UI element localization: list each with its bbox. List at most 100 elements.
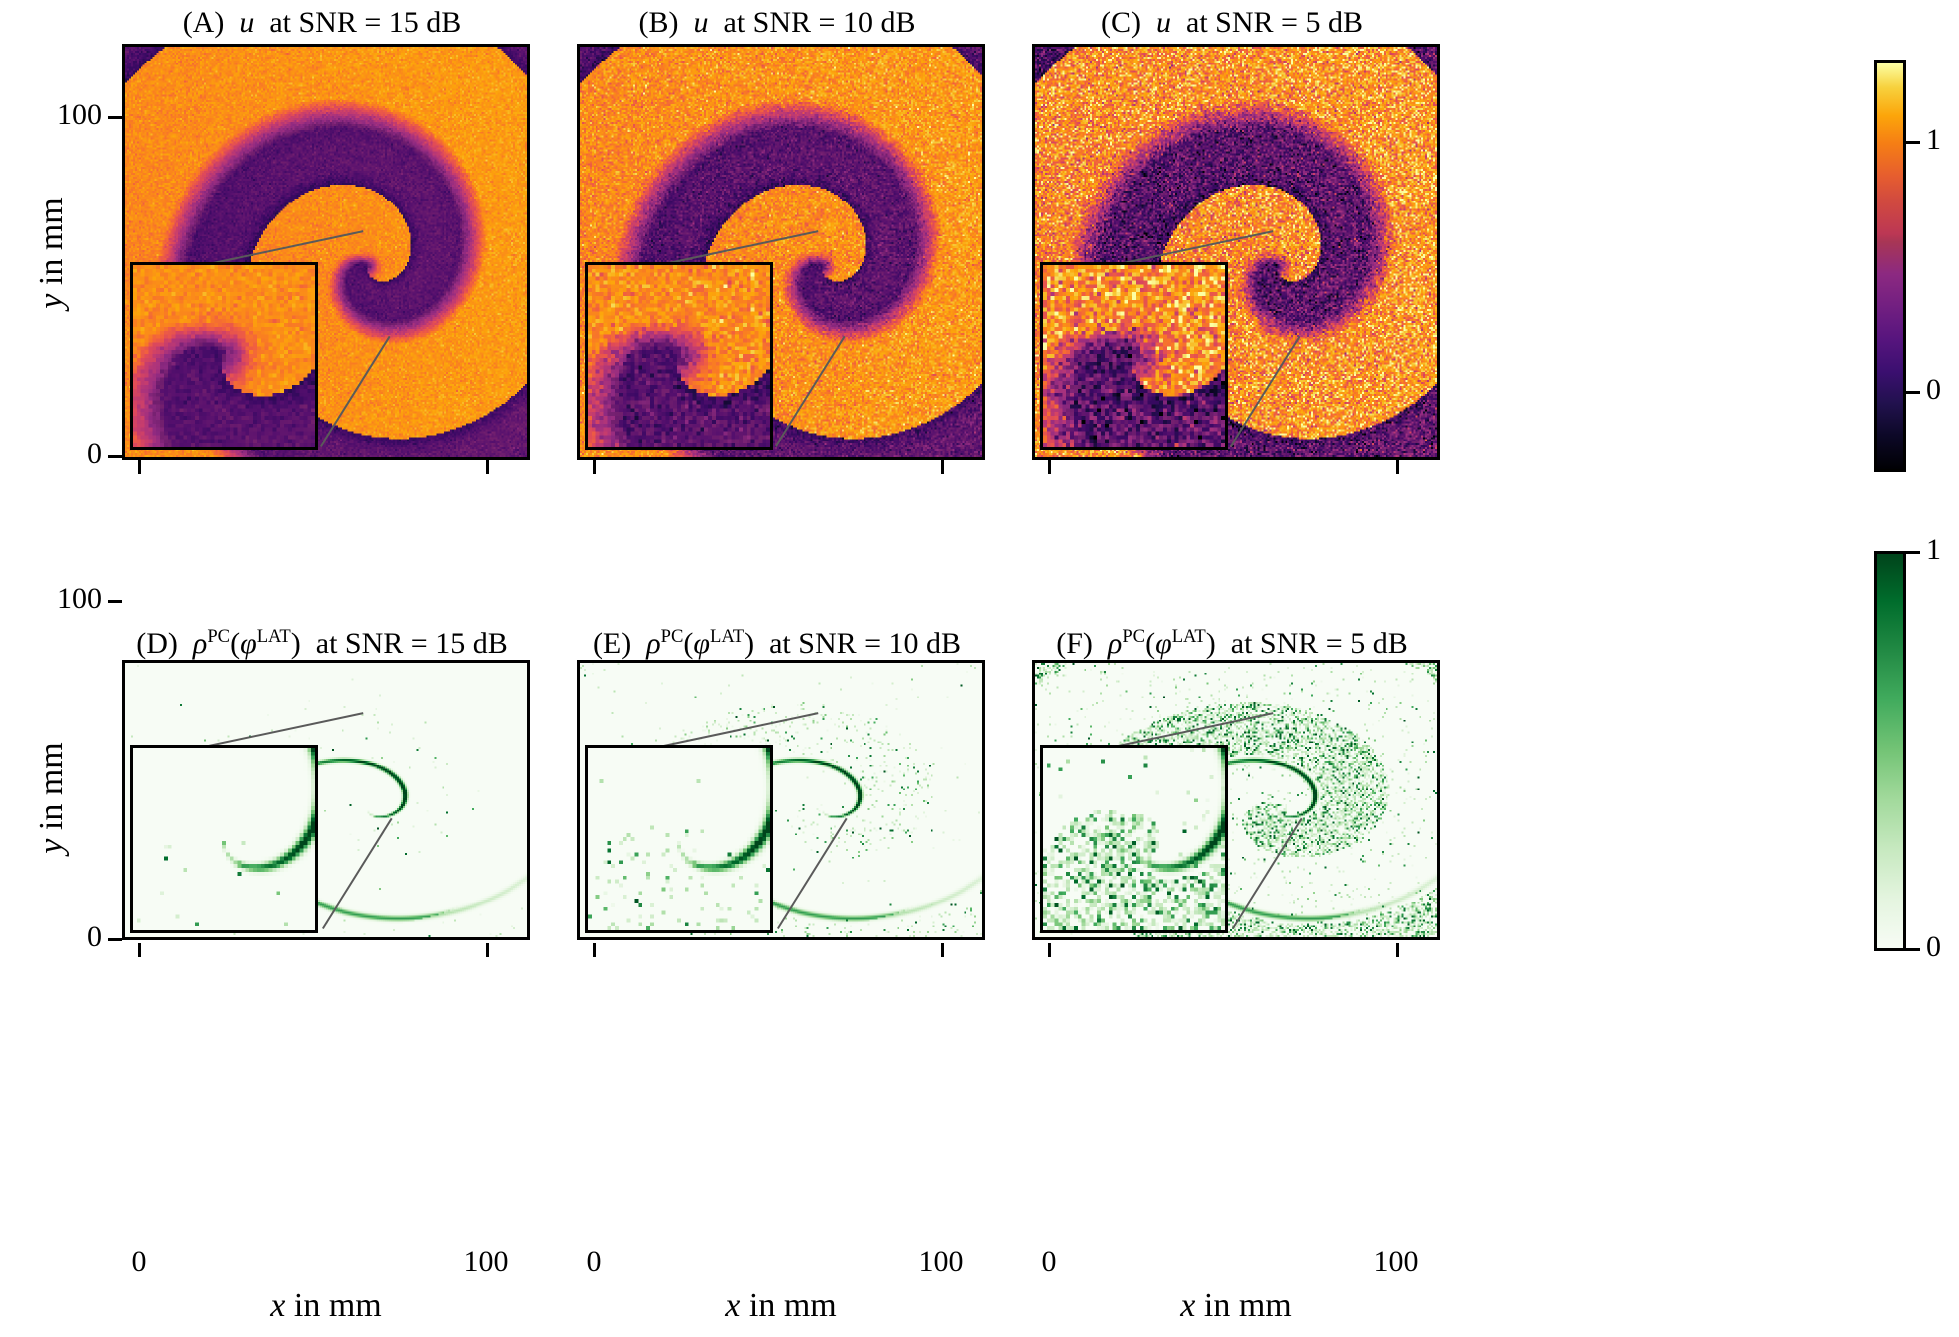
inset-heatmap-B xyxy=(588,265,770,447)
xtick-mark-bot-F-100 xyxy=(1396,943,1399,957)
xtick-mark-top-B-100 xyxy=(941,460,944,474)
panel-title-F: (F) ρPC(φLAT) at SNR = 5 dB xyxy=(1010,620,1454,661)
ytick-label-bot-100: 100 xyxy=(57,582,102,615)
inset-D[interactable] xyxy=(130,745,318,933)
xtick-label-D-0: 0 xyxy=(131,1245,147,1278)
x-axis-var-D: x xyxy=(270,1287,286,1324)
inset-E[interactable] xyxy=(585,745,773,933)
y-axis-rest-top: in mm xyxy=(33,197,70,294)
xtick-mark-bot-D-100 xyxy=(486,943,489,957)
panel-title-C: (C) u at SNR = 5 dB xyxy=(1030,6,1434,40)
xtick-mark-top-A-0 xyxy=(138,460,141,474)
panel-tag-A: (A) xyxy=(182,6,225,39)
panel-connector-E: at SNR = xyxy=(769,627,882,660)
xtick-mark-top-A-100 xyxy=(486,460,489,474)
xtick-mark-top-C-0 xyxy=(1048,460,1051,474)
colorbar-bottom[interactable] xyxy=(1874,551,1906,951)
xtick-mark-bot-F-0 xyxy=(1048,943,1051,957)
xtick-label-E-0: 0 xyxy=(586,1245,602,1278)
y-axis-rest-bot: in mm xyxy=(33,742,70,839)
colorbar-top-label-0: 0 xyxy=(1926,373,1941,406)
colorbar-bottom-tick-1 xyxy=(1906,551,1920,554)
ytick-label-top-100: 100 xyxy=(57,98,102,131)
panel-connector-B: at SNR = xyxy=(723,6,836,39)
x-axis-var-F: x xyxy=(1180,1287,1196,1324)
xtick-label-D-100: 100 xyxy=(463,1245,509,1278)
inset-heatmap-A xyxy=(133,265,315,447)
xtick-mark-bot-E-0 xyxy=(593,943,596,957)
x-axis-label-E: x in mm xyxy=(681,1288,881,1324)
panel-quantity-F: ρPC(φLAT) xyxy=(1107,626,1224,660)
panel-title-E: (E) ρPC(φLAT) at SNR = 10 dB xyxy=(555,620,999,661)
panel-snr-C: 5 xyxy=(1305,6,1321,39)
panel-snr-unit-A: dB xyxy=(426,6,462,39)
panel-tag-F: (F) xyxy=(1056,627,1093,660)
panel-connector-D: at SNR = xyxy=(315,627,428,660)
xtick-mark-bot-D-0 xyxy=(138,943,141,957)
panel-quantity-D: ρPC(φLAT) xyxy=(192,626,309,660)
panel-snr-unit-C: dB xyxy=(1327,6,1363,39)
panel-quantity-B: u xyxy=(686,6,717,39)
panel-quantity-A: u xyxy=(231,6,262,39)
panel-snr-F: 5 xyxy=(1350,627,1366,660)
ytick-label-top-0: 0 xyxy=(87,437,102,470)
inset-A[interactable] xyxy=(130,262,318,450)
panel-snr-E: 10 xyxy=(888,627,919,660)
ytick-mark-bot-100 xyxy=(108,600,122,603)
y-axis-var-bot: y xyxy=(33,838,70,854)
panel-snr-unit-E: dB xyxy=(926,627,962,660)
colorbar-top-tick-1 xyxy=(1906,141,1920,144)
ytick-mark-top-100 xyxy=(108,116,122,119)
panel-tag-C: (C) xyxy=(1101,6,1142,39)
colorbar-top[interactable] xyxy=(1874,60,1906,472)
y-axis-label-bot: y in mm xyxy=(33,698,70,898)
panel-title-D: (D) ρPC(φLAT) at SNR = 15 dB xyxy=(100,620,544,661)
panel-snr-D: 15 xyxy=(435,627,466,660)
panel-quantity-C: u xyxy=(1148,6,1179,39)
panel-snr-unit-D: dB xyxy=(472,627,508,660)
inset-F[interactable] xyxy=(1040,745,1228,933)
inset-heatmap-C xyxy=(1043,265,1225,447)
panel-connector-F: at SNR = xyxy=(1230,627,1343,660)
xtick-mark-top-C-100 xyxy=(1396,460,1399,474)
ytick-label-bot-0: 0 xyxy=(87,920,102,953)
inset-B[interactable] xyxy=(585,262,773,450)
colorbar-bottom-label-0: 0 xyxy=(1926,930,1941,963)
y-axis-label-top: y in mm xyxy=(33,153,70,353)
y-axis-var-top: y xyxy=(33,293,70,309)
panel-connector-C: at SNR = xyxy=(1186,6,1298,39)
x-axis-label-D: x in mm xyxy=(226,1288,426,1324)
colorbar-top-label-1: 1 xyxy=(1926,123,1941,156)
colorbar-bottom-tick-0 xyxy=(1906,948,1920,951)
panel-tag-E: (E) xyxy=(592,627,632,660)
panel-tag-B: (B) xyxy=(638,6,679,39)
panel-snr-unit-B: dB xyxy=(880,6,916,39)
panel-title-B: (B) u at SNR = 10 dB xyxy=(575,6,979,40)
inset-C[interactable] xyxy=(1040,262,1228,450)
xtick-mark-bot-E-100 xyxy=(941,943,944,957)
x-axis-rest-F: in mm xyxy=(1195,1287,1292,1324)
colorbar-top-tick-0 xyxy=(1906,391,1920,394)
panel-snr-B: 10 xyxy=(842,6,873,39)
x-axis-label-F: x in mm xyxy=(1136,1288,1336,1324)
xtick-label-F-100: 100 xyxy=(1373,1245,1419,1278)
colorbar-bottom-label-1: 1 xyxy=(1926,533,1941,566)
ytick-mark-top-0 xyxy=(108,455,122,458)
inset-heatmap-E xyxy=(588,748,770,930)
ytick-mark-bot-0 xyxy=(108,938,122,941)
inset-heatmap-F xyxy=(1043,748,1225,930)
panel-connector-A: at SNR = xyxy=(269,6,382,39)
panel-tag-D: (D) xyxy=(136,627,178,660)
x-axis-rest-D: in mm xyxy=(285,1287,382,1324)
xtick-label-E-100: 100 xyxy=(918,1245,964,1278)
panel-title-A: (A) u at SNR = 15 dB xyxy=(120,6,524,40)
xtick-mark-top-B-0 xyxy=(593,460,596,474)
x-axis-var-E: x xyxy=(725,1287,741,1324)
panel-quantity-E: ρPC(φLAT) xyxy=(646,626,762,660)
inset-heatmap-D xyxy=(133,748,315,930)
xtick-label-F-0: 0 xyxy=(1041,1245,1057,1278)
panel-snr-A: 15 xyxy=(388,6,419,39)
x-axis-rest-E: in mm xyxy=(740,1287,837,1324)
panel-snr-unit-F: dB xyxy=(1372,627,1408,660)
